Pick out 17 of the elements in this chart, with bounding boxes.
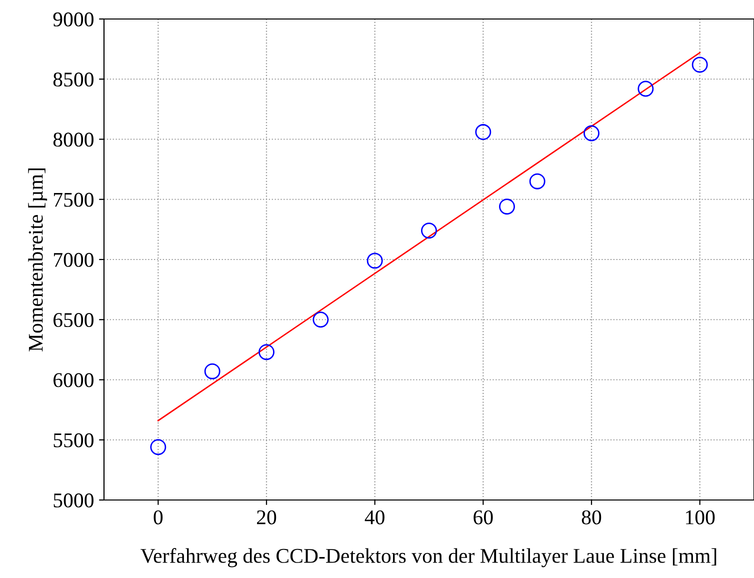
y-tick-label: 6000 <box>54 373 94 388</box>
y-tick-label: 8500 <box>53 72 94 87</box>
x-tick-label: 40 <box>364 510 384 524</box>
y-axis-title: Momentenbreite [µm] <box>28 168 48 352</box>
x-tick-label: 80 <box>582 510 602 524</box>
y-tick-label: 7500 <box>54 192 94 207</box>
y-tick-label: 7000 <box>54 252 94 267</box>
x-tick-label: 0 <box>154 510 163 524</box>
y-tick-label: 5000 <box>54 493 94 508</box>
y-tick-label: 5500 <box>54 433 94 448</box>
y-tick-label: 6500 <box>54 313 94 328</box>
y-tick-label: 9000 <box>53 12 94 26</box>
x-tick-label: 20 <box>257 510 276 524</box>
x-tick-label: 100 <box>686 510 715 524</box>
y-tick-label: 8000 <box>53 132 94 147</box>
x-axis-title: Verfahrweg des CCD-Detektors von der Multilayer Laue Linse [mm] <box>140 548 716 568</box>
x-tick-label: 60 <box>474 510 493 524</box>
